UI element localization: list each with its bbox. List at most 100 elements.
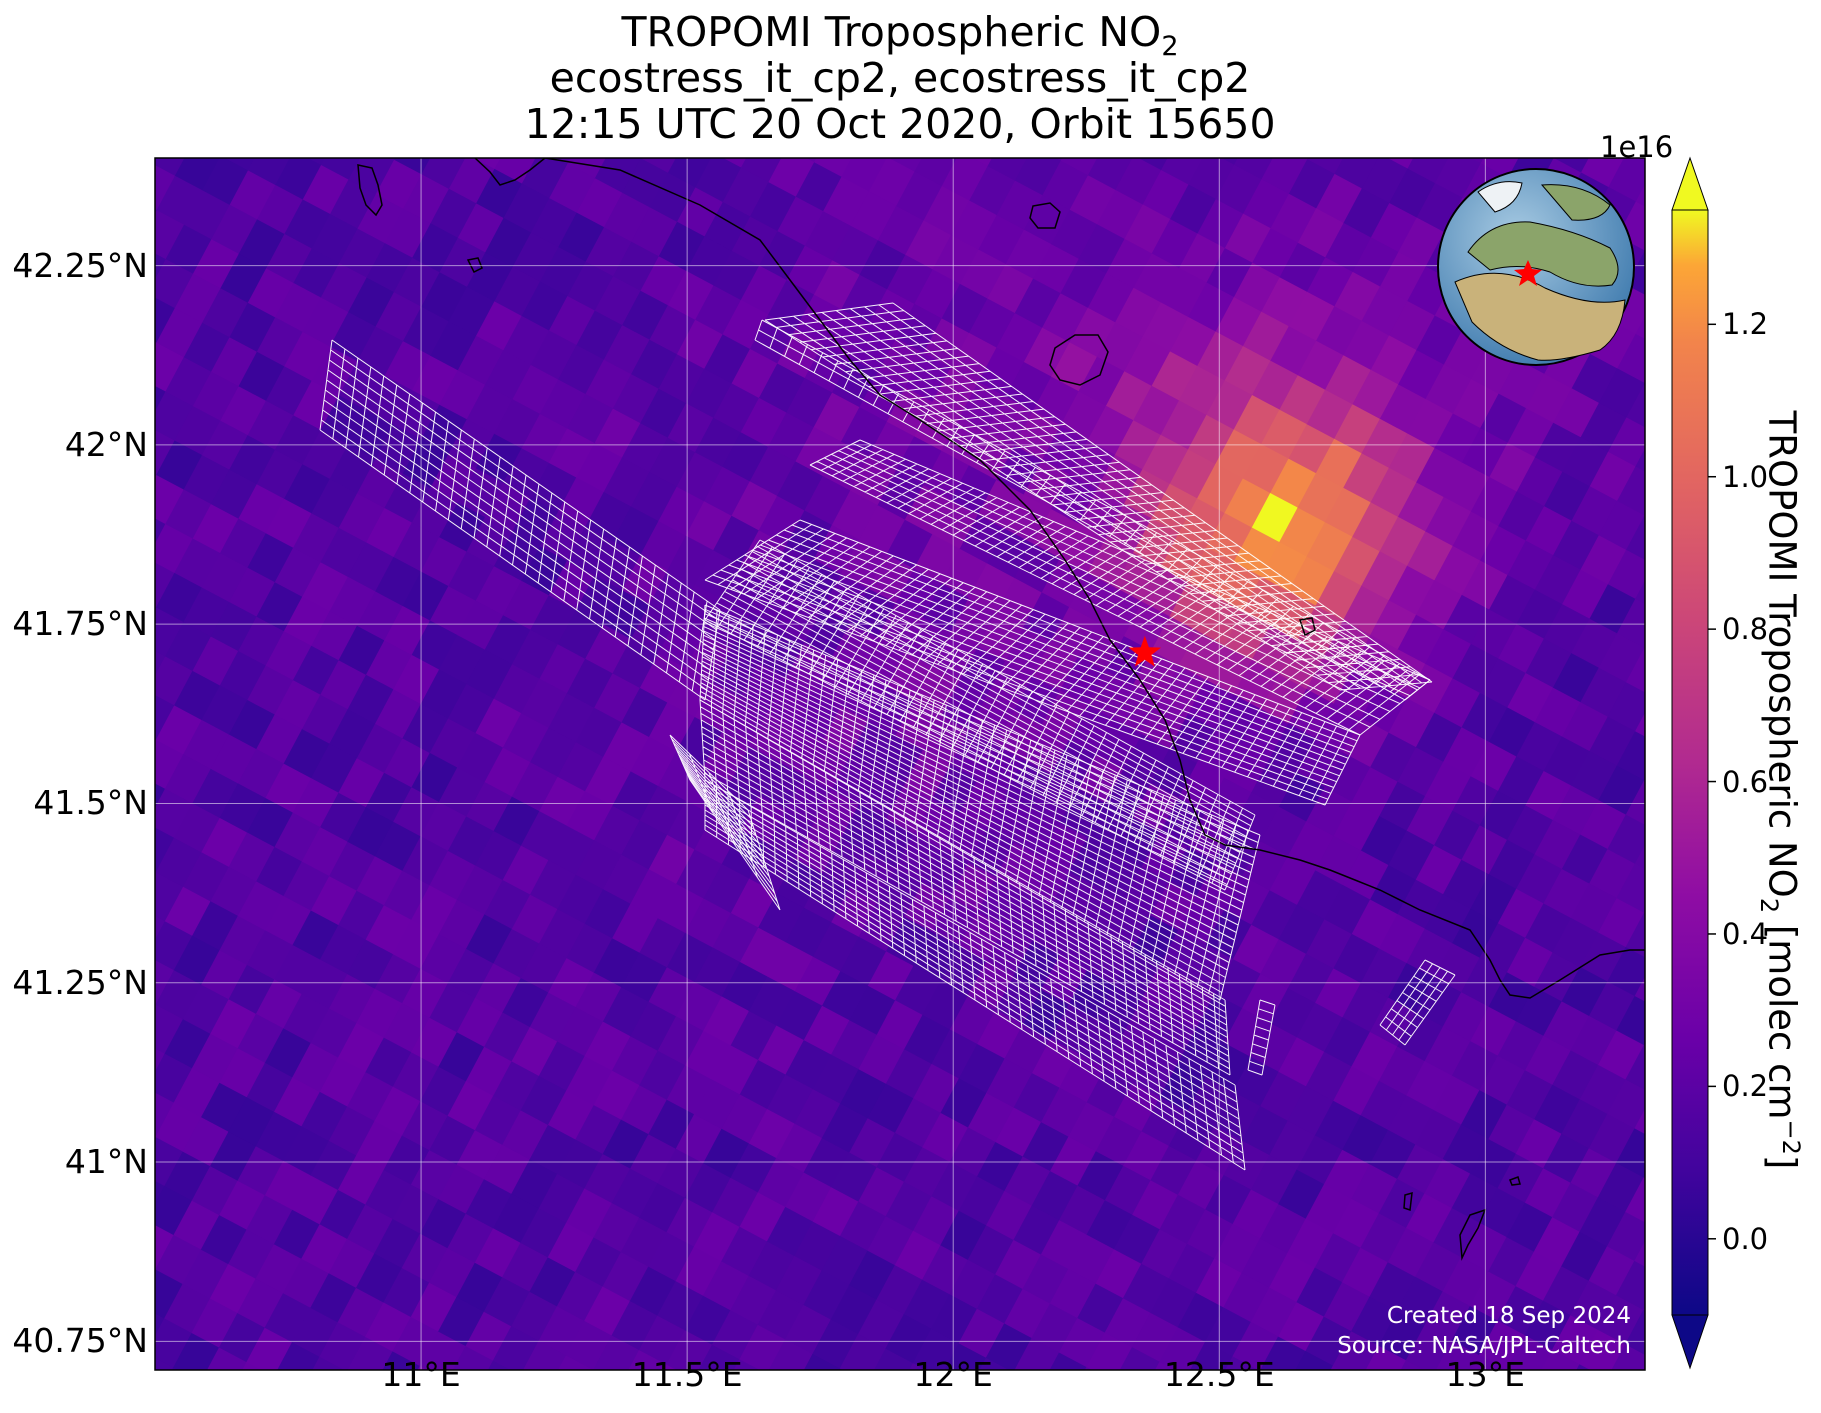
no2-pixel [1132, 915, 1179, 966]
no2-pixel [602, 1252, 649, 1303]
no2-pixel [521, 158, 569, 200]
map-frame [154, 157, 1646, 1371]
no2-pixel [1178, 630, 1226, 681]
no2-pixel [1496, 1286, 1544, 1337]
no2-pixel [1560, 1231, 1608, 1282]
no2-pixel [958, 1176, 1006, 1227]
no2-pixel [922, 980, 969, 1031]
title-main: TROPOMI Tropospheric NO [621, 8, 1162, 56]
no2-pixel [777, 196, 824, 247]
no2-pixel [822, 441, 870, 492]
no2-pixel [967, 1093, 1015, 1144]
no2-pixel [1305, 919, 1353, 970]
no2-pixel [1233, 262, 1281, 313]
no2-pixel [1525, 506, 1573, 557]
no2-pixel [1487, 1104, 1535, 1155]
no2-pixel [740, 397, 788, 448]
no2-pixel [821, 1368, 868, 1370]
no2-pixel [968, 166, 1016, 217]
no2-pixel [1058, 1318, 1106, 1369]
no2-pixel [1268, 1253, 1316, 1304]
no2-pixel [1260, 806, 1307, 857]
no2-pixel [812, 1187, 860, 1238]
no2-pixel [1396, 879, 1444, 930]
no2-pixel [711, 1045, 759, 1096]
no2-pixel [365, 508, 413, 559]
no2-pixel [429, 321, 477, 372]
no2-pixel [1497, 624, 1545, 675]
no2-pixel [1569, 1280, 1617, 1331]
no2-pixel [1580, 158, 1628, 189]
no2-pixel [1068, 572, 1116, 623]
no2-pixel [210, 866, 257, 917]
no2-pixel [565, 1320, 613, 1370]
no2-pixel [748, 976, 796, 1027]
no2-pixel [375, 159, 423, 210]
no2-pixel [767, 412, 815, 463]
no2-pixel [575, 575, 623, 626]
no2-pixel [191, 1166, 239, 1217]
no2-pixel [802, 1270, 850, 1321]
no2-pixel [383, 738, 431, 789]
no2-pixel [794, 956, 842, 1007]
no2-pixel [1250, 1155, 1298, 1206]
no2-pixel [1351, 634, 1399, 685]
no2-pixel [1114, 817, 1161, 868]
no2-pixel [155, 607, 185, 658]
no2-pixel [155, 460, 157, 511]
no2-pixel [1296, 605, 1344, 656]
no2-pixel [347, 674, 395, 725]
no2-pixel [1232, 1057, 1280, 1108]
no2-pixel [1506, 937, 1554, 988]
no2-pixel [1315, 306, 1363, 357]
no2-pixel [1224, 346, 1272, 397]
no2-pixel [328, 1371, 375, 1413]
no2-pixel [1087, 158, 1135, 191]
no2-pixel [648, 834, 696, 885]
no2-pixel [300, 1224, 348, 1275]
no2-pixel [593, 1203, 640, 1254]
no2-pixel [510, 1291, 558, 1342]
no2-pixel [319, 925, 367, 976]
no2-pixel [1451, 908, 1499, 959]
no2-pixel [849, 985, 896, 1036]
target-star-marker [1128, 635, 1161, 667]
no2-pixel [1169, 449, 1217, 500]
no2-pixel [1222, 1272, 1270, 1323]
no2-pixel [1278, 904, 1326, 955]
no2-pixel [420, 669, 468, 720]
no2-pixel [593, 1070, 641, 1121]
no2-pixel [447, 1081, 494, 1132]
no2-pixel [301, 827, 349, 878]
no2-pixel [913, 666, 961, 717]
no2-pixel [356, 459, 404, 510]
no2-pixel [1232, 1189, 1280, 1240]
no2-pixel [694, 550, 742, 601]
no2-pixel [804, 211, 852, 262]
no2-pixel [365, 1037, 412, 1088]
no2-pixel [848, 1250, 896, 1301]
no2-pixel [1516, 457, 1564, 508]
no2-pixel [721, 962, 769, 1013]
no2-pixel [639, 785, 687, 836]
no2-pixel [255, 1111, 303, 1162]
no2-pixel [1608, 158, 1645, 203]
no2-pixel [1314, 1365, 1361, 1370]
no2-pixel [694, 682, 742, 733]
no2-pixel [985, 1191, 1033, 1242]
no2-pixel [932, 235, 980, 286]
no2-pixel [237, 1146, 284, 1197]
no2-pixel [264, 896, 312, 947]
no2-pixel [227, 1097, 275, 1148]
no2-pixel [812, 1319, 859, 1370]
no2-pixel [1260, 409, 1308, 460]
no2-pixel [603, 457, 651, 508]
no2-pixel [839, 1069, 887, 1120]
no2-pixel [566, 394, 614, 445]
no2-pixel [1259, 1071, 1307, 1122]
no2-pixel [1296, 738, 1344, 789]
no2-pixel [475, 301, 523, 352]
no2-pixel [794, 1089, 841, 1140]
no2-pixel [567, 158, 614, 180]
no2-pixel [712, 383, 760, 434]
